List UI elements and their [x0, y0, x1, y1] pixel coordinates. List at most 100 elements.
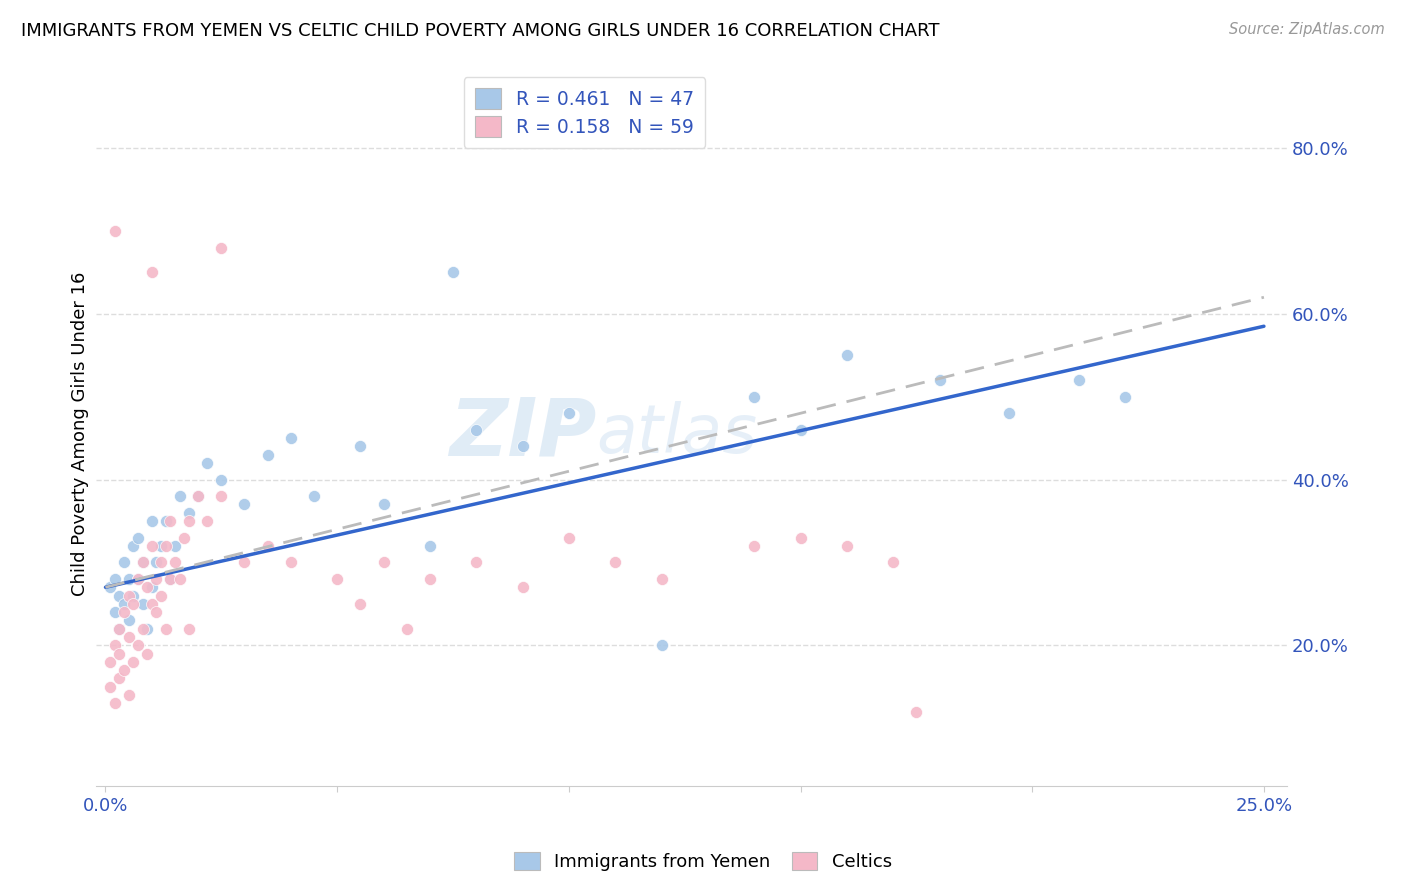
Point [131, 597, 153, 611]
Point [465, 556, 488, 570]
Point [131, 622, 153, 636]
Point [512, 580, 534, 594]
Point [173, 531, 195, 545]
Point [742, 390, 765, 404]
Point [163, 539, 186, 553]
Point [159, 514, 181, 528]
Point [373, 556, 395, 570]
Point [651, 572, 673, 586]
Point [835, 539, 858, 553]
Point [127, 572, 149, 586]
Point [104, 638, 127, 652]
Point [141, 580, 163, 594]
Point [209, 489, 232, 503]
Point [104, 605, 127, 619]
Point [141, 514, 163, 528]
Point [419, 539, 441, 553]
Point [127, 572, 149, 586]
Point [104, 696, 127, 710]
Point [512, 439, 534, 453]
Point [108, 647, 131, 661]
Point [928, 373, 950, 387]
Point [651, 638, 673, 652]
Point [108, 622, 131, 636]
Point [280, 556, 302, 570]
Point [112, 663, 135, 677]
Point [155, 514, 177, 528]
Point [127, 531, 149, 545]
Point [349, 439, 371, 453]
Point [108, 622, 131, 636]
Point [197, 456, 219, 470]
Point [117, 614, 139, 628]
Point [117, 589, 139, 603]
Point [122, 539, 145, 553]
Point [150, 539, 173, 553]
Point [1114, 390, 1136, 404]
Point [141, 539, 163, 553]
Point [104, 572, 127, 586]
Point [108, 672, 131, 686]
Point [187, 489, 209, 503]
Point [141, 265, 163, 279]
Point [98, 655, 121, 669]
Point [131, 556, 153, 570]
Point [98, 580, 121, 594]
Point [127, 638, 149, 652]
Point [789, 423, 811, 437]
Point [177, 622, 200, 636]
Point [349, 597, 371, 611]
Point [233, 556, 256, 570]
Point [605, 556, 627, 570]
Point [112, 597, 135, 611]
Point [150, 556, 173, 570]
Point [395, 622, 418, 636]
Text: atlas: atlas [596, 401, 758, 467]
Point [155, 622, 177, 636]
Text: Source: ZipAtlas.com: Source: ZipAtlas.com [1229, 22, 1385, 37]
Point [112, 605, 135, 619]
Point [122, 589, 145, 603]
Point [159, 572, 181, 586]
Point [789, 531, 811, 545]
Legend: R = 0.461   N = 47, R = 0.158   N = 59: R = 0.461 N = 47, R = 0.158 N = 59 [464, 77, 706, 148]
Point [145, 605, 167, 619]
Point [373, 497, 395, 511]
Legend: Immigrants from Yemen, Celtics: Immigrants from Yemen, Celtics [508, 845, 898, 879]
Point [233, 497, 256, 511]
Point [419, 572, 441, 586]
Point [256, 539, 278, 553]
Point [131, 556, 153, 570]
Y-axis label: Child Poverty Among Girls Under 16: Child Poverty Among Girls Under 16 [72, 272, 89, 596]
Point [998, 406, 1021, 420]
Point [256, 448, 278, 462]
Point [187, 489, 209, 503]
Point [145, 556, 167, 570]
Point [1067, 373, 1090, 387]
Point [141, 597, 163, 611]
Text: ZIP: ZIP [449, 395, 596, 473]
Point [177, 514, 200, 528]
Point [177, 506, 200, 520]
Point [882, 556, 904, 570]
Point [169, 572, 191, 586]
Point [163, 556, 186, 570]
Point [441, 265, 464, 279]
Point [136, 622, 159, 636]
Point [280, 431, 302, 445]
Point [104, 224, 127, 238]
Point [169, 489, 191, 503]
Point [150, 589, 173, 603]
Point [835, 348, 858, 362]
Point [558, 531, 581, 545]
Point [145, 572, 167, 586]
Point [302, 489, 325, 503]
Point [159, 572, 181, 586]
Point [742, 539, 765, 553]
Point [558, 406, 581, 420]
Point [122, 655, 145, 669]
Point [136, 647, 159, 661]
Point [326, 572, 349, 586]
Point [465, 423, 488, 437]
Point [112, 556, 135, 570]
